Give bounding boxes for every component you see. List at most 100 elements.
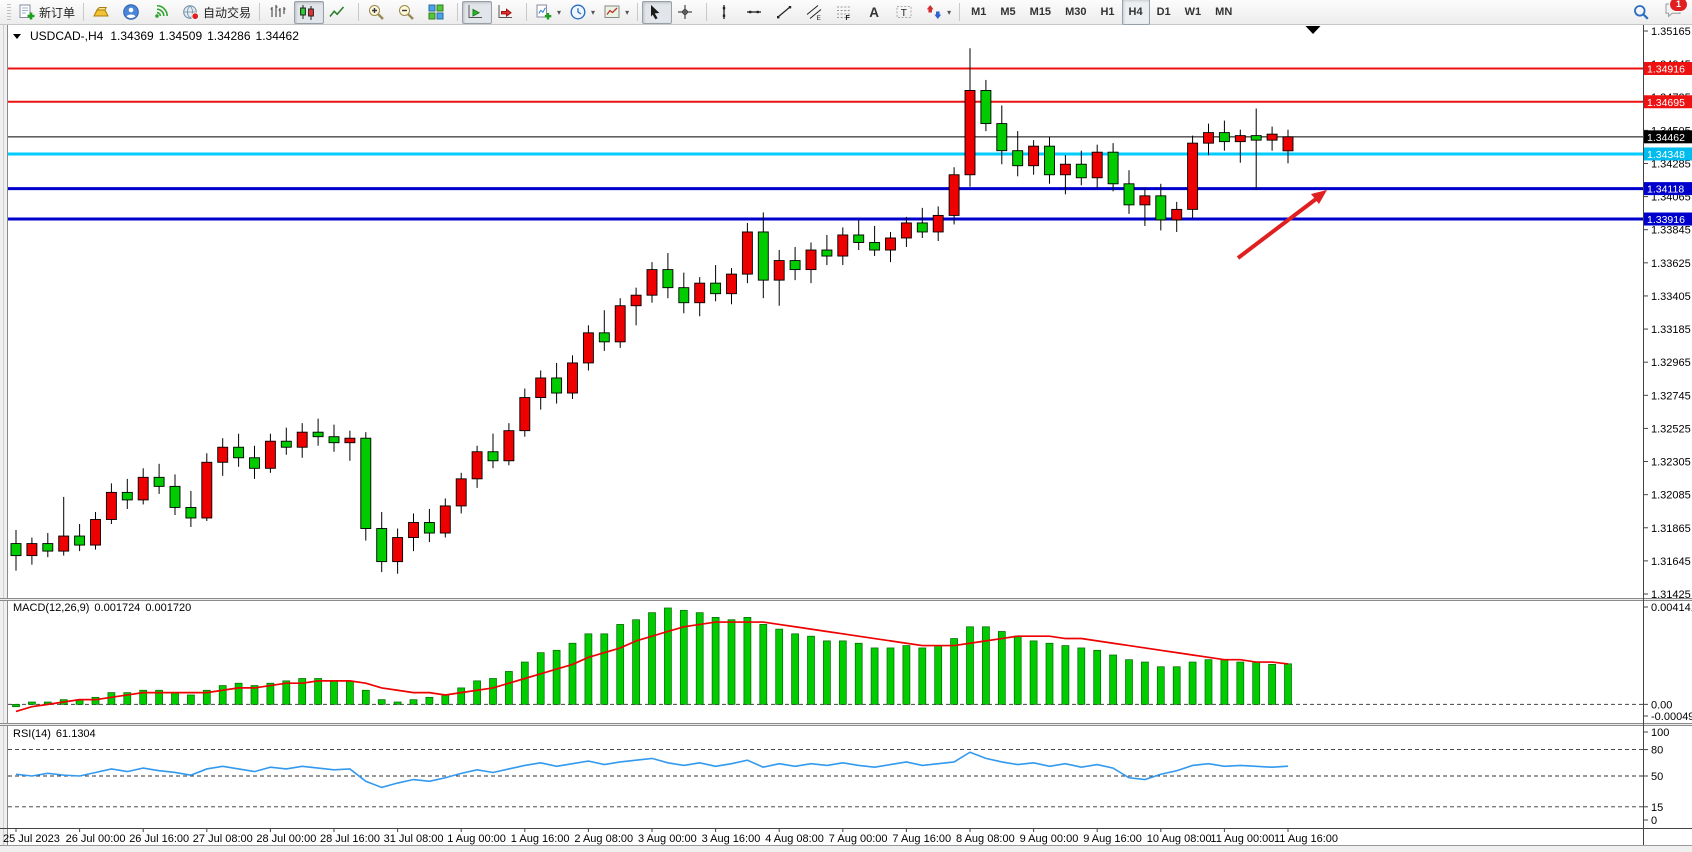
trend-arrow[interactable]	[1236, 190, 1327, 260]
candle	[1155, 183, 1167, 231]
community-button[interactable]	[118, 1, 148, 24]
zoom-in-button[interactable]	[363, 1, 393, 24]
svg-text:31 Jul 08:00: 31 Jul 08:00	[384, 833, 444, 845]
candle	[360, 432, 372, 541]
svg-text:2 Aug 08:00: 2 Aug 08:00	[574, 833, 633, 845]
candle	[519, 388, 531, 437]
auto-scroll-button[interactable]	[462, 0, 493, 24]
text-button[interactable]: A	[861, 1, 891, 24]
candle	[90, 511, 101, 550]
trendline-button[interactable]	[771, 1, 801, 24]
new-order-button[interactable]: 新订单	[14, 1, 79, 24]
shapes-button[interactable]: ▾	[921, 1, 955, 24]
tf-m1-button[interactable]: M1	[971, 6, 987, 18]
bar-chart-button[interactable]	[264, 1, 294, 24]
tf-m15-button[interactable]: M15	[1029, 6, 1052, 18]
new-order-button-label: 新订单	[39, 5, 76, 20]
tile-windows-button[interactable]	[423, 1, 453, 24]
dropdown-arrow-icon[interactable]: ▾	[625, 7, 630, 17]
candle	[10, 530, 22, 571]
price-tag: 1.34348	[1644, 147, 1692, 161]
chart-shift-button[interactable]	[492, 1, 522, 24]
svg-text:27 Jul 08:00: 27 Jul 08:00	[193, 833, 253, 845]
market-button[interactable]	[88, 1, 118, 24]
candle	[42, 533, 54, 558]
pane-divider[interactable]	[0, 723, 1692, 726]
ohlc-open: 1.34369	[110, 29, 154, 43]
price-tag: 1.34916	[1644, 61, 1692, 75]
macd-main-value: 0.001724	[94, 602, 141, 614]
line-chart-button[interactable]	[324, 1, 354, 24]
fibonacci-button[interactable]: F	[831, 1, 861, 24]
candle	[328, 424, 340, 452]
toolbar-right: 1	[1628, 0, 1688, 24]
svg-text:1.33185: 1.33185	[1651, 324, 1691, 336]
svg-text:1 Aug 00:00: 1 Aug 00:00	[447, 833, 506, 845]
tf-mn-button[interactable]: MN	[1215, 6, 1233, 18]
toolbar-separator	[706, 3, 708, 21]
chart-menu-icon[interactable]	[13, 33, 21, 39]
trendline-icon	[775, 3, 793, 21]
svg-text:1.32525: 1.32525	[1651, 423, 1691, 435]
signals-button[interactable]	[148, 1, 178, 24]
candle	[964, 48, 976, 187]
indicators-button[interactable]: ▾	[531, 1, 565, 24]
tf-m30-button[interactable]: M30	[1065, 6, 1087, 18]
horizontal-line-button[interactable]	[741, 1, 771, 24]
svg-text:1 Aug 16:00: 1 Aug 16:00	[511, 833, 570, 845]
svg-text:4 Aug 08:00: 4 Aug 08:00	[765, 833, 824, 845]
svg-text:80: 80	[1651, 745, 1663, 757]
chartshift-icon	[496, 3, 514, 21]
svg-text:1.32745: 1.32745	[1651, 390, 1691, 402]
svg-text:7 Aug 00:00: 7 Aug 00:00	[829, 833, 888, 845]
candle	[344, 430, 356, 461]
svg-text:1.32085: 1.32085	[1651, 490, 1691, 502]
tf-m5-button[interactable]: M5	[1000, 6, 1016, 18]
dropdown-arrow-icon[interactable]: ▾	[947, 7, 952, 17]
candle	[1234, 129, 1246, 163]
chart-shift-marker-icon[interactable]	[1305, 26, 1321, 34]
zoom-out-button[interactable]	[393, 1, 423, 24]
candle	[630, 287, 642, 326]
pane-divider[interactable]	[0, 598, 1692, 601]
vline-icon	[715, 3, 733, 21]
templates-button[interactable]: ▾	[599, 1, 633, 24]
candle	[439, 498, 451, 538]
candle	[789, 247, 801, 281]
candle	[423, 508, 435, 543]
price-axis[interactable]: 1.351651.349451.347251.345051.342851.340…	[1643, 24, 1692, 846]
svg-text:100: 100	[1651, 727, 1669, 739]
cursor-button[interactable]	[642, 0, 673, 24]
candle	[741, 222, 753, 284]
svg-text:11 Aug 16:00: 11 Aug 16:00	[1274, 833, 1338, 845]
svg-text:11 Aug 00:00: 11 Aug 00:00	[1210, 833, 1274, 845]
time-axis[interactable]: 25 Jul 2023 26 Jul 00:00 26 Jul 16:00 27 Ju…	[0, 828, 1692, 846]
svg-text:15: 15	[1651, 802, 1663, 814]
vertical-line-button[interactable]	[711, 1, 741, 24]
candle	[455, 472, 467, 514]
tf-h4-button[interactable]: H4	[1121, 0, 1150, 25]
notifications-button[interactable]: 1	[1664, 0, 1688, 24]
crosshair-button[interactable]	[672, 1, 702, 24]
svg-text:50: 50	[1651, 771, 1663, 783]
candle	[646, 262, 658, 303]
tf-h1-button[interactable]: H1	[1100, 6, 1115, 18]
svg-text:1.33625: 1.33625	[1651, 258, 1691, 270]
candle	[900, 216, 912, 248]
chart-title-bar[interactable]: USDCAD-,H4 1.34369 1.34509 1.34286 1.344…	[13, 29, 299, 43]
channel-button[interactable]: E	[801, 1, 831, 24]
dropdown-arrow-icon[interactable]: ▾	[557, 7, 562, 17]
candle	[869, 225, 881, 257]
autotrading-button[interactable]: 自动交易	[178, 1, 255, 24]
tf-w1-button[interactable]: W1	[1184, 6, 1202, 18]
candle	[726, 268, 737, 305]
tf-d1-button[interactable]: D1	[1156, 6, 1171, 18]
label-button[interactable]: T	[891, 1, 921, 24]
search-button[interactable]	[1628, 1, 1658, 24]
candlestick-button[interactable]	[294, 0, 325, 24]
dropdown-arrow-icon[interactable]: ▾	[591, 7, 596, 17]
svg-text:0.004141: 0.004141	[1651, 602, 1692, 614]
svg-text:1.33916: 1.33916	[1647, 214, 1685, 226]
periods-button[interactable]: ▾	[565, 1, 599, 24]
zoom-out-icon	[397, 3, 415, 21]
